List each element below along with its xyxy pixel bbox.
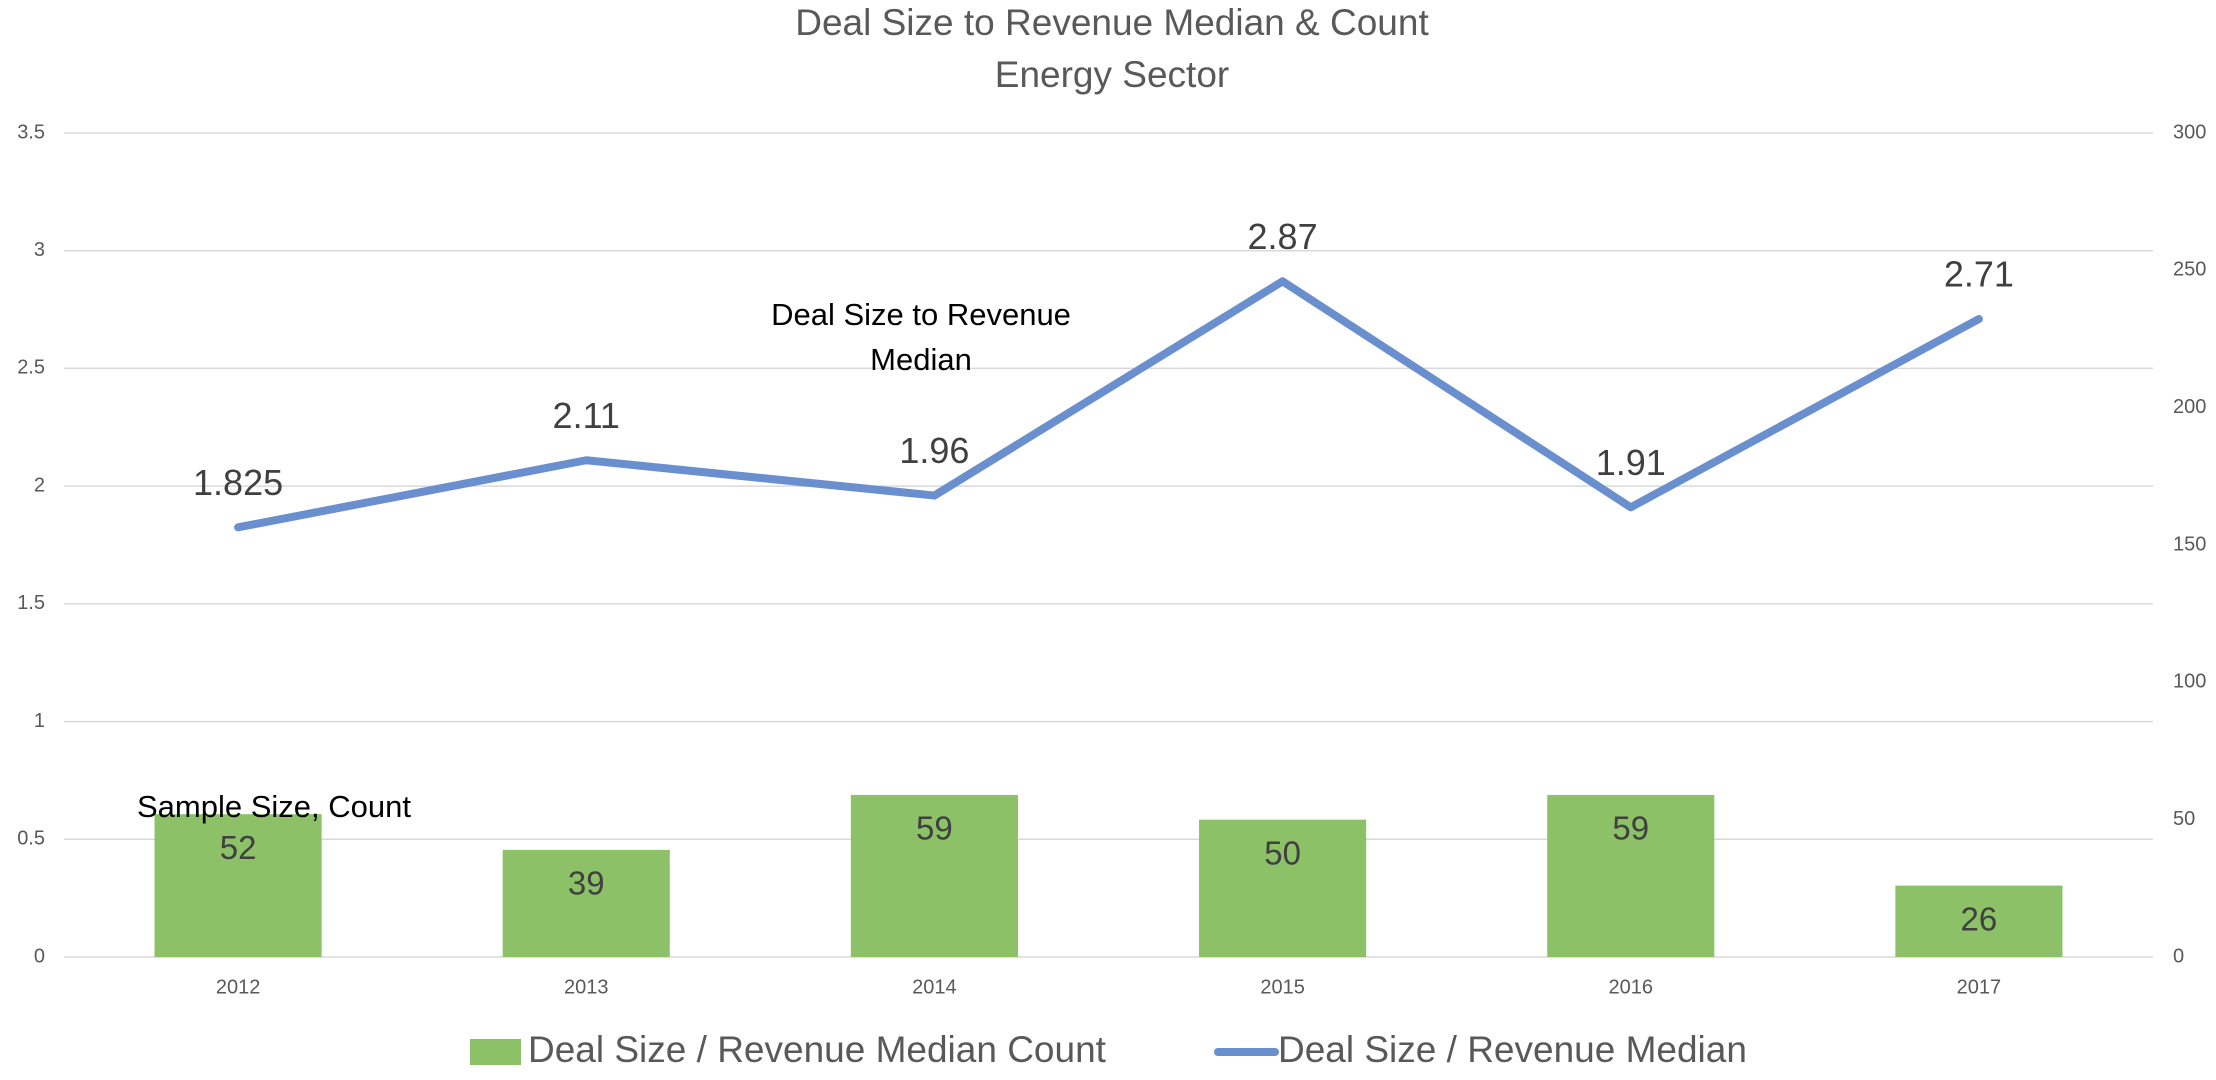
- y-tick-label: 1: [34, 710, 45, 732]
- bar-value-label: 26: [1961, 900, 1998, 937]
- y-tick-label: 0.5: [17, 828, 45, 850]
- bar: [502, 849, 670, 957]
- chart-title: Deal Size to Revenue Median & Count: [795, 2, 1429, 43]
- y-tick-label: 1.5: [17, 592, 45, 614]
- chart-subtitle: Energy Sector: [995, 54, 1229, 95]
- x-tick-label: 2015: [1260, 976, 1305, 998]
- legend-swatch: [470, 1039, 521, 1065]
- bar-value-label: 39: [568, 865, 605, 902]
- y-tick-label: 3.5: [17, 121, 45, 143]
- line: [234, 277, 1983, 532]
- bar: [850, 794, 1018, 957]
- x-tick-label: 2012: [216, 976, 261, 998]
- y2-tick-label: 200: [2173, 396, 2206, 418]
- annotation-text: Sample Size, Count: [137, 789, 411, 824]
- y2-tick-label: 250: [2173, 259, 2206, 281]
- bar-value-label: 52: [220, 829, 257, 866]
- bar: [154, 814, 322, 957]
- bar: [1199, 819, 1367, 957]
- x-tick-label: 2014: [912, 976, 957, 998]
- x-tick-label: 2013: [564, 976, 609, 998]
- y-tick-label: 0: [34, 945, 45, 967]
- legend-label: Deal Size / Revenue Median: [1278, 1029, 1747, 1070]
- annotation: Deal Size to Revenue Median: [771, 297, 1071, 377]
- bar-value-label: 59: [916, 810, 953, 847]
- y2-tick-label: 0: [2173, 945, 2184, 967]
- annotation-text: Deal Size to Revenue Median: [771, 297, 1071, 377]
- x-tick-label: 2017: [1957, 976, 2002, 998]
- line-value-label: 1.825: [193, 462, 283, 503]
- line-value-label: 2.71: [1944, 254, 2014, 295]
- y2-tick-label: 300: [2173, 121, 2206, 143]
- x-tick-label: 2016: [1609, 976, 1654, 998]
- bar-value-label: 59: [1612, 810, 1649, 847]
- bar: [1895, 885, 2063, 957]
- y-tick-label: 2: [34, 474, 45, 496]
- y2-tick-label: 50: [2173, 808, 2195, 830]
- annotation: Sample Size, Count: [137, 789, 411, 824]
- y2-tick-label: 150: [2173, 533, 2206, 555]
- line-value-label: 2.11: [553, 395, 620, 436]
- y-tick-label: 3: [34, 239, 45, 261]
- y2-tick-label: 100: [2173, 671, 2206, 693]
- y-tick-label: 2.5: [17, 357, 45, 379]
- line-value-label: 1.91: [1596, 442, 1666, 483]
- bar: [1547, 794, 1715, 957]
- line-value-label: 2.87: [1248, 216, 1318, 257]
- line-value-label: 1.96: [899, 430, 969, 471]
- legend-label: Deal Size / Revenue Median Count: [528, 1029, 1107, 1070]
- bar-value-label: 50: [1264, 834, 1301, 871]
